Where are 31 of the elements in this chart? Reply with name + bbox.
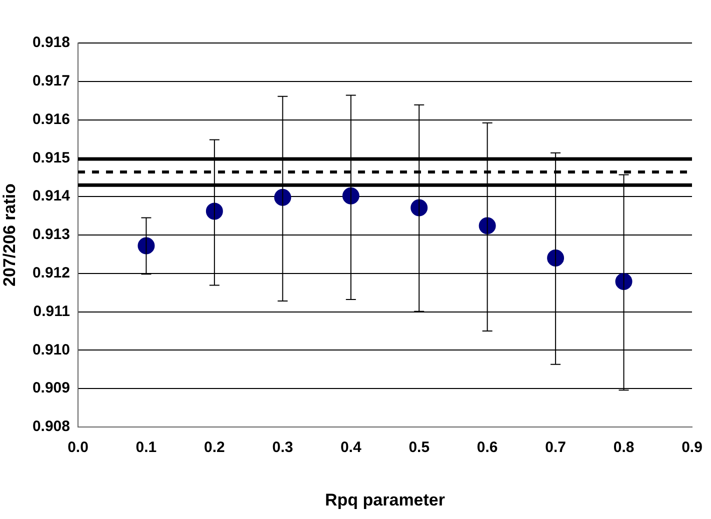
x-tick-label: 0.1 [136,439,157,456]
x-tick-label: 0.5 [408,439,430,456]
x-tick-label: 0.7 [545,439,566,456]
y-tick-label: 0.914 [32,188,71,205]
point [206,202,223,220]
x-tick-label: 0.8 [613,439,634,456]
point [410,199,428,216]
x-tick-label: 0.9 [682,439,702,456]
x-tick-label: 0.4 [340,439,362,456]
point [138,237,155,254]
point [274,188,292,206]
y-axis-title: 207/206 ratio [0,183,19,287]
y-tick-label: 0.912 [32,264,70,282]
y-tick-label: 0.909 [32,380,70,397]
y-tick-label: 0.918 [32,34,70,52]
y-tick-label: 0.910 [32,341,70,358]
x-tick-label: 0.6 [476,439,498,456]
y-tick-label: 0.913 [32,226,70,244]
x-tick-label: 0.0 [68,439,88,456]
point [478,217,496,234]
point [615,272,632,290]
y-tick-label: 0.915 [32,149,70,166]
y-tick-label: 0.911 [33,302,70,320]
x-tick-label: 0.2 [204,439,225,456]
point [547,250,564,267]
y-tick-label: 0.908 [32,418,70,436]
y-tick-label: 0.916 [32,110,70,128]
point [342,187,360,204]
y-tick-label: 0.917 [32,72,70,90]
x-axis-title: Rpq parameter [325,490,446,510]
x-tick-label: 0.3 [272,439,294,456]
